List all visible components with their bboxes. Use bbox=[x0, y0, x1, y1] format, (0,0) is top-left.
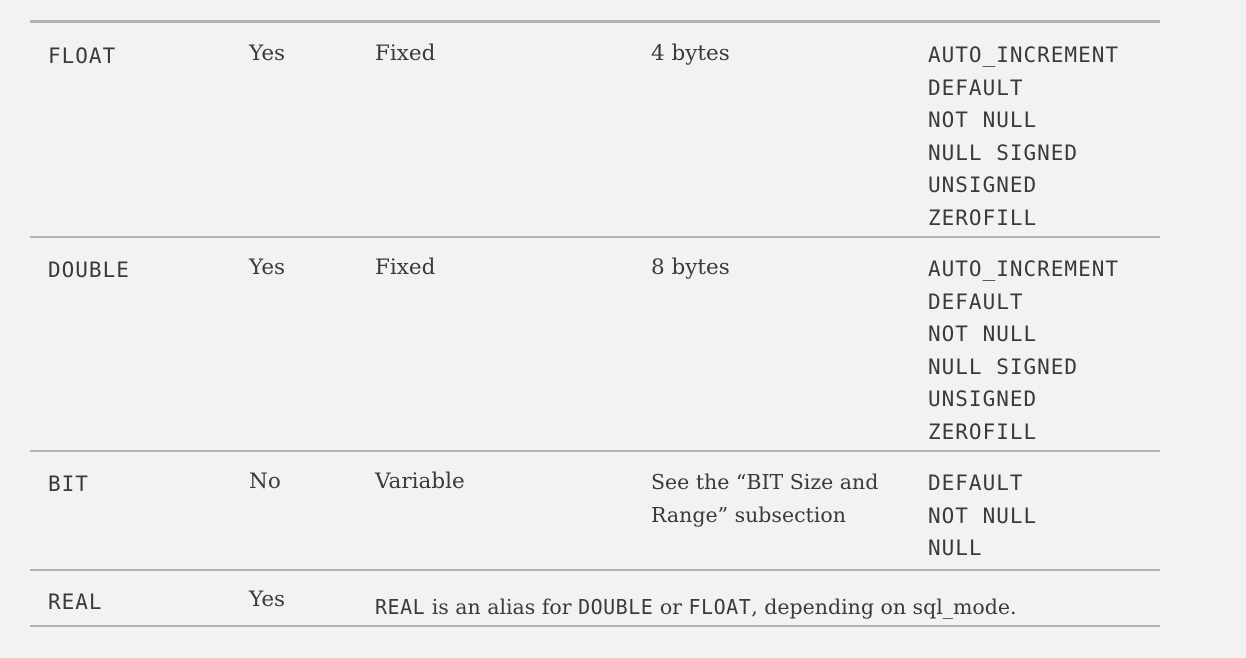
option-item: NOT NULL bbox=[928, 503, 1038, 528]
fixed-variable-cell: Variable bbox=[375, 469, 465, 494]
size-cell: See the “BIT Size and Range” subsection bbox=[651, 466, 878, 531]
option-item: UNSIGNED bbox=[928, 387, 1038, 411]
option-item: AUTO_INCREMENT bbox=[928, 43, 1120, 67]
option-item: ZEROFILL bbox=[928, 205, 1038, 230]
code-real: REAL bbox=[375, 595, 426, 619]
table-rule-bottom bbox=[30, 625, 1160, 627]
option-item: DEFAULT bbox=[928, 471, 1024, 495]
size-cell: 4 bytes bbox=[651, 41, 730, 66]
type-cell: REAL bbox=[48, 590, 103, 614]
type-cell: FLOAT bbox=[48, 44, 117, 68]
note-text: , depending on sql_mode. bbox=[751, 595, 1017, 619]
table-rule bbox=[30, 450, 1160, 452]
note-text: or bbox=[653, 595, 689, 619]
table-rule bbox=[30, 569, 1160, 571]
options-cell: DEFAULT NOT NULL NULL bbox=[928, 467, 1037, 565]
yes-no-cell: Yes bbox=[249, 41, 286, 66]
option-item: AUTO_INCREMENT bbox=[928, 257, 1120, 281]
options-cell: AUTO_INCREMENT DEFAULT NOT NULL NULL SIG… bbox=[928, 253, 1119, 448]
option-item: NOT NULL bbox=[928, 108, 1038, 132]
fixed-variable-cell: Fixed bbox=[375, 41, 436, 66]
option-item: ZEROFILL bbox=[928, 419, 1038, 444]
type-cell: DOUBLE bbox=[48, 258, 130, 282]
option-item: DEFAULT bbox=[928, 75, 1024, 100]
yes-no-cell: Yes bbox=[249, 587, 286, 612]
option-item: NULL bbox=[928, 536, 983, 560]
yes-no-cell: Yes bbox=[249, 255, 286, 280]
size-line: Range” subsection bbox=[651, 502, 846, 527]
code-float: FLOAT bbox=[688, 595, 752, 619]
size-cell: 8 bytes bbox=[651, 255, 730, 280]
size-line: See the “BIT Size and bbox=[651, 470, 879, 494]
options-cell: AUTO_INCREMENT DEFAULT NOT NULL NULL SIG… bbox=[928, 39, 1119, 234]
note-text: is an alias for bbox=[425, 595, 579, 619]
option-item: NULL SIGNED bbox=[928, 354, 1079, 379]
option-item: UNSIGNED bbox=[928, 173, 1038, 197]
option-item: NULL SIGNED bbox=[928, 140, 1079, 165]
table-rule-top bbox=[30, 20, 1160, 23]
fixed-variable-cell: Fixed bbox=[375, 255, 436, 280]
alias-note: REAL is an alias for DOUBLE or FLOAT, de… bbox=[375, 591, 1017, 624]
yes-no-cell: No bbox=[249, 469, 281, 494]
type-cell: BIT bbox=[48, 472, 89, 496]
option-item: NOT NULL bbox=[928, 322, 1038, 346]
table-rule bbox=[30, 236, 1160, 238]
option-item: DEFAULT bbox=[928, 289, 1024, 314]
code-double: DOUBLE bbox=[578, 595, 654, 619]
